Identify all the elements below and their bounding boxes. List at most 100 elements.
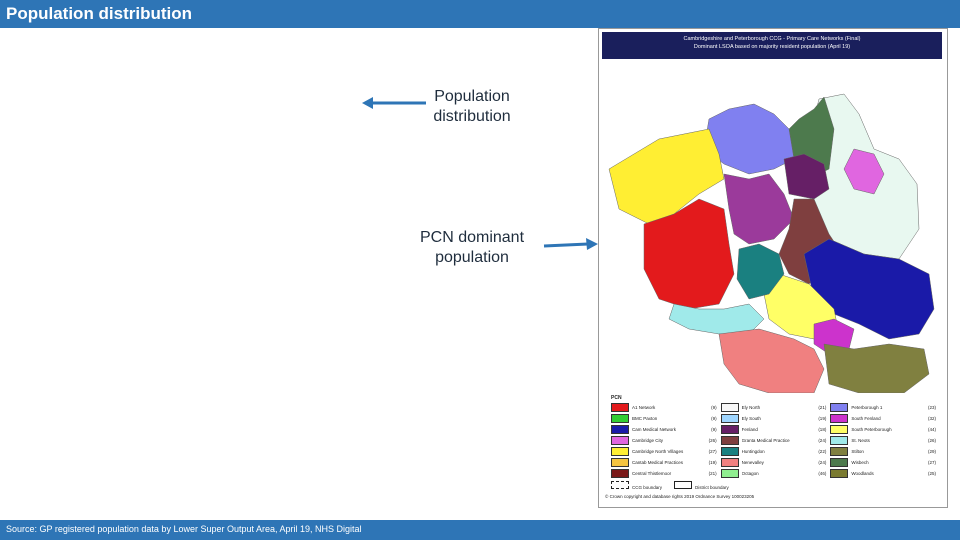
legend-count: (29) bbox=[927, 449, 936, 454]
legend-label: Ely North bbox=[741, 405, 761, 410]
region-st-ives bbox=[723, 173, 795, 245]
legend-label: St. Neots bbox=[851, 438, 870, 443]
map-header: Cambridgeshire and Peterborough CCG - Pr… bbox=[602, 32, 942, 59]
legend-count: (22) bbox=[818, 449, 827, 454]
legend-label: Cam Medical Network bbox=[632, 427, 677, 432]
legend-item: Nenevalley (24) bbox=[720, 458, 826, 467]
arrow-left-icon bbox=[362, 97, 426, 109]
legend-swatch bbox=[830, 414, 849, 423]
legend-count: (21) bbox=[708, 471, 717, 476]
ccg-boundary-label: CCG boundary bbox=[632, 485, 663, 490]
legend-item: A1 Network (9) bbox=[611, 403, 717, 412]
region-st-neots bbox=[668, 303, 765, 335]
legend-label: Cambridge City bbox=[632, 438, 664, 443]
legend-swatch bbox=[720, 447, 739, 456]
callout-pcn-dominant: PCN dominant population bbox=[419, 229, 525, 266]
legend-swatch bbox=[830, 436, 849, 445]
legend-count: (24) bbox=[818, 438, 827, 443]
region-ely-central bbox=[843, 148, 885, 195]
pcn-map bbox=[608, 93, 935, 393]
legend-count: (21) bbox=[818, 405, 827, 410]
legend-label: Octagon bbox=[741, 471, 759, 476]
legend-label: Stilton bbox=[851, 449, 864, 454]
legend-swatch bbox=[611, 403, 629, 412]
region-peterborough-centre bbox=[783, 153, 830, 200]
legend-swatch bbox=[830, 469, 849, 478]
legend-label: Woodlands bbox=[851, 471, 874, 476]
legend-count: (26) bbox=[927, 438, 936, 443]
boundary-legend: CCG boundary District boundary bbox=[611, 481, 936, 490]
legend-label: A1 Network bbox=[632, 405, 656, 410]
legend-swatch bbox=[720, 469, 739, 478]
legend-item: Cambridge North Villages (27) bbox=[611, 447, 717, 456]
legend-label: Cambridge North Villages bbox=[632, 449, 684, 454]
legend-item: BMC Paxton (9) bbox=[611, 414, 717, 423]
legend-count: (19) bbox=[708, 460, 717, 465]
legend-label: Cantab Medical Practices bbox=[632, 460, 684, 465]
region-south-cambs bbox=[718, 328, 825, 393]
map-legend: PCN A1 Network (9) Ely North (21) Peterborou… bbox=[611, 395, 936, 490]
legend-count: (23) bbox=[927, 405, 936, 410]
legend-count: (9) bbox=[711, 416, 717, 421]
legend-item: Central Thistlemoor (21) bbox=[611, 469, 717, 478]
legend-count: (19) bbox=[818, 416, 827, 421]
legend-swatch bbox=[720, 414, 739, 423]
legend-swatch bbox=[720, 458, 739, 467]
legend-count: (32) bbox=[927, 416, 936, 421]
legend-item: Ely South (19) bbox=[720, 414, 827, 423]
legend-item: Octagon (46) bbox=[720, 469, 827, 478]
legend-label: Huntingdon bbox=[741, 449, 765, 454]
legend-grid: A1 Network (9) Ely North (21) Peterborough 1… bbox=[611, 403, 936, 478]
legend-item: Peterborough 1 (23) bbox=[830, 403, 936, 412]
legend-item: Stilton (29) bbox=[830, 447, 936, 456]
map-title: Cambridgeshire and Peterborough CCG - Pr… bbox=[683, 36, 861, 42]
page-title: Population distribution bbox=[6, 4, 193, 23]
legend-label: Granta Medical Practice bbox=[741, 438, 790, 443]
region-huntingdon bbox=[643, 198, 735, 310]
legend-swatch bbox=[611, 414, 629, 423]
legend-swatch bbox=[830, 425, 849, 434]
legend-count: (26) bbox=[708, 438, 717, 443]
legend-swatch bbox=[830, 458, 849, 467]
legend-label: BMC Paxton bbox=[632, 416, 658, 421]
map-subtitle: Dominant LSOA based on majority resident… bbox=[693, 44, 851, 50]
legend-swatch bbox=[611, 458, 629, 467]
legend-title: PCN bbox=[611, 395, 622, 401]
legend-label: South Fenland bbox=[851, 416, 881, 421]
legend-item: Wisbech (27) bbox=[830, 458, 936, 467]
legend-label: Nenevalley bbox=[741, 460, 764, 465]
legend-label: Peterborough 1 bbox=[851, 405, 883, 410]
legend-count: (25) bbox=[927, 471, 936, 476]
legend-count: (9) bbox=[711, 427, 717, 432]
arrow-right-icon bbox=[543, 238, 598, 250]
legend-count: (46) bbox=[818, 471, 827, 476]
boundary-ccg-item: CCG boundary bbox=[611, 481, 662, 490]
legend-swatch bbox=[611, 425, 629, 434]
legend-swatch bbox=[830, 447, 849, 456]
legend-label: South Peterborough bbox=[851, 427, 892, 432]
map-copyright: © Crown copyright and database rights 20… bbox=[605, 494, 755, 499]
legend-label: Central Thistlemoor bbox=[632, 471, 672, 476]
map-image: Cambridgeshire and Peterborough CCG - Pr… bbox=[598, 28, 948, 508]
legend-count: (27) bbox=[708, 449, 717, 454]
region-chatteris bbox=[736, 243, 785, 300]
legend-count: (18) bbox=[818, 427, 827, 432]
legend-item: Cantab Medical Practices (19) bbox=[611, 458, 717, 467]
region-newmarket bbox=[823, 343, 930, 393]
legend-label: Fenland bbox=[741, 427, 758, 432]
legend-label: Ely South bbox=[741, 416, 761, 421]
legend-item: Huntingdon (22) bbox=[720, 447, 827, 456]
legend-swatch bbox=[720, 425, 739, 434]
legend-swatch bbox=[830, 403, 849, 412]
legend-item: South Fenland (32) bbox=[830, 414, 936, 423]
legend-item: Cam Medical Network (9) bbox=[611, 425, 717, 434]
district-boundary-swatch bbox=[674, 481, 693, 489]
legend-count: (27) bbox=[927, 460, 936, 465]
legend-item: Cambridge City (26) bbox=[611, 436, 717, 445]
footer-bar: Source: GP registered population data by… bbox=[0, 520, 960, 540]
legend-item: South Peterborough (44) bbox=[830, 425, 936, 434]
ccg-boundary-swatch bbox=[611, 481, 629, 489]
legend-count: (9) bbox=[711, 405, 717, 410]
legend-item: Woodlands (25) bbox=[830, 469, 936, 478]
legend-swatch bbox=[720, 403, 739, 412]
